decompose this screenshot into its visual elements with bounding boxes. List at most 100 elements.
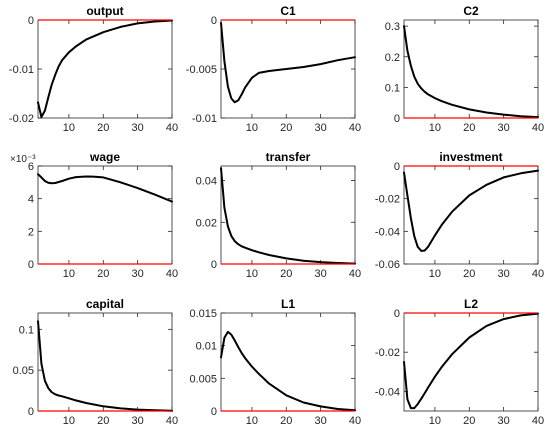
x-tick-label: 20 [97, 415, 109, 427]
panel-c1: 10 20 30 40 -0.01 -0.005 0 C1 [186, 4, 361, 134]
x-tick-label: 40 [166, 122, 178, 134]
x-tick-label: 10 [246, 268, 258, 280]
x-tick-label: 10 [246, 415, 258, 427]
y-tick-label: 4 [28, 194, 34, 206]
x-tick-label: 10 [63, 122, 75, 134]
y-tick-label: -0.01 [9, 64, 34, 76]
y-tick-label: 0.04 [196, 176, 217, 188]
series-line [37, 19, 173, 118]
axes-box [37, 312, 173, 412]
y-tick-label: 0.02 [196, 217, 217, 229]
y-tick-label: 0.1 [385, 82, 400, 94]
series-line [37, 173, 173, 203]
y-tick-label: 0.3 [385, 21, 400, 33]
y-tick-label: 0.2 [385, 52, 400, 64]
x-tick-label: 10 [63, 415, 75, 427]
y-tick-label: 0 [28, 15, 34, 27]
x-tick-label: 20 [280, 122, 292, 134]
x-tick-label: 20 [463, 268, 475, 280]
axes-box [403, 165, 539, 265]
x-tick-label: 20 [280, 415, 292, 427]
y-tick-label: 0 [211, 259, 217, 271]
panel-l2: 10 20 30 40 -0.04 -0.02 0 L2 [375, 297, 544, 427]
x-tick-label: 10 [63, 268, 75, 280]
y-tick-label: 0.05 [13, 365, 34, 377]
x-tick-label: 40 [532, 415, 544, 427]
y-tick-label: 0.01 [196, 341, 217, 353]
x-tick-label: 40 [532, 122, 544, 134]
x-tick-label: 30 [132, 122, 144, 134]
series-line [403, 169, 539, 252]
x-tick-label: 20 [97, 122, 109, 134]
x-tick-label: 10 [429, 268, 441, 280]
axes-box [37, 19, 173, 119]
y-tick-label: -0.02 [9, 113, 34, 125]
x-tick-label: 40 [532, 268, 544, 280]
y-tick-label: 2 [28, 226, 34, 238]
panel-investment: 10 20 30 40 -0.06 -0.04 -0.02 0 investment [375, 150, 544, 280]
y-tick-label: 0 [394, 113, 400, 125]
y-exponent-label: ×10⁻³ [10, 154, 36, 165]
x-tick-label: 40 [349, 415, 361, 427]
y-tick-label: -0.005 [186, 64, 217, 76]
y-tick-label: -0.02 [375, 194, 400, 206]
y-tick-label: 0 [211, 406, 217, 418]
series-line [220, 167, 356, 265]
panel-capital: 10 20 30 40 0 0.05 0.1 capital [13, 297, 179, 427]
panel-title: L1 [281, 297, 295, 311]
y-tick-label: 0 [28, 259, 34, 271]
x-tick-label: 40 [349, 122, 361, 134]
x-tick-label: 20 [280, 268, 292, 280]
panel-title: capital [86, 297, 124, 311]
x-tick-label: 30 [315, 268, 327, 280]
x-tick-label: 20 [463, 415, 475, 427]
y-tick-label: 0 [394, 161, 400, 173]
panel-title: transfer [266, 150, 311, 164]
axes-box [403, 19, 539, 119]
panel-title: C1 [280, 4, 296, 18]
y-tick-label: -0.01 [192, 113, 217, 125]
axes-box [403, 312, 539, 412]
series-line [403, 25, 539, 119]
panel-title: C2 [463, 4, 479, 18]
y-tick-label: -0.04 [375, 386, 400, 398]
x-tick-label: 10 [246, 122, 258, 134]
x-tick-label: 40 [166, 415, 178, 427]
x-tick-label: 40 [349, 268, 361, 280]
series-line [220, 330, 356, 412]
panel-transfer: 10 20 30 40 0 0.02 0.04 transfer [196, 150, 362, 280]
panel-wage: 10 20 30 40 0 2 4 6×10⁻³ wage [10, 150, 178, 280]
x-tick-label: 30 [498, 268, 510, 280]
y-tick-label: -0.04 [375, 226, 400, 238]
y-tick-label: 0 [28, 406, 34, 418]
y-tick-label: -0.02 [375, 347, 400, 359]
axes-box [37, 165, 173, 265]
x-tick-label: 30 [498, 415, 510, 427]
x-tick-label: 40 [166, 268, 178, 280]
y-tick-label: 6 [28, 161, 34, 173]
x-tick-label: 10 [429, 415, 441, 427]
series-line [220, 21, 356, 104]
panel-l1: 10 20 30 40 0 0.005 0.01 0.015 L1 [189, 297, 361, 427]
x-tick-label: 20 [97, 268, 109, 280]
y-tick-label: 0.1 [19, 324, 34, 336]
panel-c2: 10 20 30 40 0 0.1 0.2 0.3 C2 [385, 4, 544, 134]
y-tick-label: -0.06 [375, 259, 400, 271]
x-tick-label: 30 [132, 415, 144, 427]
series-line [37, 320, 173, 412]
panel-title: investment [439, 150, 502, 164]
y-tick-label: 0.015 [189, 308, 217, 320]
panel-title: output [86, 4, 123, 18]
x-tick-label: 30 [498, 122, 510, 134]
x-tick-label: 20 [463, 122, 475, 134]
series-line [403, 312, 539, 410]
y-tick-label: 0.005 [189, 373, 217, 385]
axes-box [220, 312, 356, 412]
panel-title: wage [89, 150, 120, 164]
x-tick-label: 30 [315, 122, 327, 134]
axes-box [220, 165, 356, 265]
y-tick-label: 0 [211, 15, 217, 27]
y-tick-label: 0 [394, 308, 400, 320]
panel-output: 10 20 30 40 -0.02 -0.01 0 output [9, 4, 178, 134]
